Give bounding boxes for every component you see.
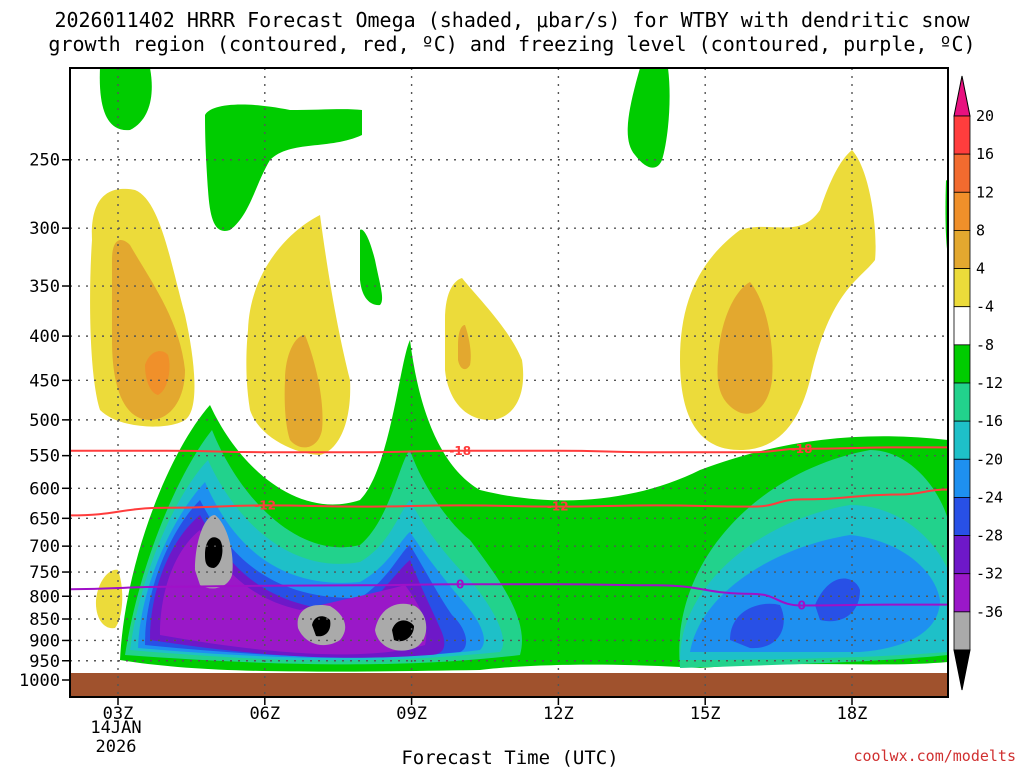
- colorbar-swatch-11: [953, 535, 971, 575]
- colorbar-swatch-2: [953, 191, 971, 231]
- ytick-label-850: 850: [29, 610, 60, 630]
- date-label-day: 14JAN: [90, 718, 141, 738]
- ytick-label-550: 550: [29, 447, 60, 467]
- ytick-label-250: 250: [29, 151, 60, 171]
- ytick-label-600: 600: [29, 479, 60, 499]
- contour-label-freezing-level-1: 0: [797, 599, 805, 613]
- contour-label-freezing-level-0: 0: [456, 577, 464, 591]
- colorbar-label-10: -24: [976, 488, 1003, 506]
- contour-lines: -18 -18 -12 -12 0 0: [69, 442, 949, 613]
- omega-band-minus36: [205, 537, 414, 642]
- xtick-label-06Z: 06Z: [249, 704, 280, 724]
- xtick-label-09Z: 09Z: [396, 704, 427, 724]
- date-label-year: 2026: [96, 737, 137, 757]
- x-axis-ticks: 03Z 06Z 09Z 12Z 15Z 18Z: [103, 697, 868, 724]
- colorbar-swatch-0: [953, 115, 971, 155]
- colorbar-swatch-7: [953, 382, 971, 422]
- colorbar-top-arrow: [953, 75, 971, 117]
- omega-band-plus8-c: [458, 325, 471, 370]
- colorbar-label-5: -4: [976, 298, 994, 316]
- colorbar-swatch-3: [953, 230, 971, 269]
- y-axis-ticks: 2503003504004505005506006507007508008509…: [19, 151, 70, 691]
- contour-freezing-level: [69, 583, 948, 607]
- omega-band-plus4-e: [95, 569, 123, 629]
- ytick-label-1000: 1000: [19, 671, 60, 691]
- ytick-label-750: 750: [29, 563, 60, 583]
- ytick-label-800: 800: [29, 587, 60, 607]
- ytick-label-450: 450: [29, 371, 60, 391]
- colorbar-swatch-12: [953, 573, 971, 613]
- colorbar-label-4: 4: [976, 260, 985, 278]
- chart-title-line1: 2026011402 HRRR Forecast Omega (shaded, …: [54, 8, 970, 32]
- colorbar-swatch-8: [953, 420, 971, 460]
- omega-band-plus4-d: [680, 150, 876, 450]
- contour-label-dgz-lower-0: -12: [254, 498, 276, 512]
- omega-upper-patch-a: [99, 68, 152, 131]
- ytick-label-300: 300: [29, 219, 60, 239]
- colorbar-label-8: -16: [976, 412, 1003, 430]
- colorbar: 20 16 12 8 4 -4 -8 -12 -16 -20 -24 -28 -32 -36: [953, 75, 1003, 691]
- ytick-label-900: 900: [29, 631, 60, 651]
- ytick-label-500: 500: [29, 411, 60, 431]
- contour-label-dgz-upper-0: -18: [449, 444, 471, 458]
- colorbar-label-9: -20: [976, 450, 1003, 468]
- colorbar-swatch-13: [953, 611, 971, 651]
- omega-band-minus28: [160, 530, 427, 655]
- xtick-label-18Z: 18Z: [837, 704, 868, 724]
- ytick-label-700: 700: [29, 537, 60, 557]
- ytick-label-650: 650: [29, 509, 60, 529]
- gridlines: [70, 68, 948, 697]
- colorbar-label-3: 8: [976, 221, 985, 239]
- contour-dgz-upper: [70, 446, 948, 454]
- colorbar-bottom-arrow: [953, 649, 971, 691]
- colorbar-swatch-5: [953, 306, 971, 346]
- colorbar-swatch-4: [953, 268, 971, 308]
- omega-upper-patch-d: [627, 68, 670, 168]
- omega-band-plus12: [145, 351, 170, 395]
- ytick-label-950: 950: [29, 652, 60, 672]
- omega-upper-patch-c: [360, 229, 383, 306]
- ground-surface: [70, 673, 948, 697]
- colorbar-label-7: -12: [976, 374, 1003, 392]
- colorbar-label-2: 12: [976, 183, 994, 201]
- colorbar-label-12: -32: [976, 565, 1003, 583]
- x-axis-label: Forecast Time (UTC): [401, 747, 618, 768]
- colorbar-swatch-1: [953, 153, 971, 193]
- ytick-label-350: 350: [29, 277, 60, 297]
- contour-label-dgz-lower-1: -12: [547, 500, 569, 514]
- colorbar-label-6: -8: [976, 336, 994, 354]
- xtick-label-15Z: 15Z: [690, 704, 721, 724]
- colorbar-label-1: 16: [976, 145, 994, 163]
- omega-upper-patch-b: [205, 104, 362, 231]
- ytick-label-400: 400: [29, 327, 60, 347]
- colorbar-swatch-6: [953, 344, 971, 384]
- contour-label-dgz-upper-1: -18: [791, 442, 813, 456]
- colorbar-label-13: -36: [976, 603, 1003, 621]
- colorbar-label-11: -28: [976, 527, 1003, 545]
- colorbar-label-0: 20: [976, 107, 994, 125]
- colorbar-swatch-10: [953, 497, 971, 536]
- plot-frame: [69, 67, 949, 698]
- watermark: coolwx.com/modelts: [853, 747, 1016, 765]
- colorbar-swatch-9: [953, 458, 971, 498]
- chart-title-line2: growth region (contoured, red, ºC) and f…: [48, 32, 975, 56]
- xtick-label-03Z: 03Z: [103, 704, 134, 724]
- omega-shading: [90, 68, 948, 672]
- omega-band-plus4-b: [246, 215, 351, 455]
- xtick-label-12Z: 12Z: [543, 704, 574, 724]
- contour-dgz-lower: [69, 488, 949, 517]
- omega-band-plus4-c: [445, 278, 524, 420]
